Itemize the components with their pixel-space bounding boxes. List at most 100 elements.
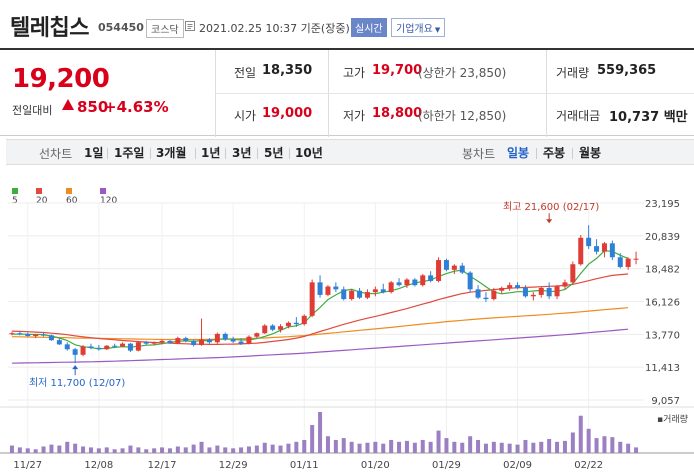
tab-1d[interactable]: 1일 bbox=[84, 146, 104, 160]
candle-body bbox=[33, 334, 39, 337]
tab-3y[interactable]: 3년 bbox=[232, 146, 252, 160]
lower-limit: (하한가 12,850) bbox=[418, 109, 507, 123]
tab-1w[interactable]: 1주일 bbox=[114, 146, 145, 160]
candle-body bbox=[396, 282, 402, 286]
candle-body bbox=[515, 285, 521, 288]
volume-bar bbox=[17, 447, 22, 453]
candle-body bbox=[459, 265, 465, 273]
stock-header: 텔레칩스 054450 코스닥 2021.02.25 10:37 기준(장중) … bbox=[0, 0, 694, 44]
tab-monthly[interactable]: 월봉 bbox=[579, 146, 602, 160]
volume-bar bbox=[88, 447, 93, 453]
volume-bar bbox=[175, 446, 180, 453]
candle-body bbox=[151, 342, 157, 344]
ma120-line bbox=[11, 328, 629, 364]
legend-label: 20 bbox=[36, 196, 48, 206]
volume-label: ▪거래량 bbox=[657, 413, 688, 425]
change-value: 850 bbox=[77, 98, 109, 116]
legend-swatch bbox=[100, 187, 106, 194]
company-overview-button[interactable]: 기업개요 ▼ bbox=[391, 18, 446, 37]
quote-datetime: 2021.02.25 10:37 기준(장중) bbox=[199, 22, 350, 35]
legend-ma120: 120 bbox=[100, 186, 117, 206]
volume-bar bbox=[144, 449, 149, 453]
candle-body bbox=[206, 339, 212, 343]
candle-body bbox=[135, 342, 141, 351]
candle-body bbox=[214, 333, 220, 343]
volume-bar bbox=[381, 443, 386, 453]
candle-body bbox=[380, 289, 386, 293]
volume-bar bbox=[570, 432, 575, 453]
candle-body bbox=[349, 290, 355, 300]
volume-bar bbox=[460, 442, 465, 453]
ma60-line bbox=[11, 307, 629, 341]
candle-body bbox=[522, 287, 528, 297]
volume-bar bbox=[302, 439, 307, 453]
candle-body bbox=[451, 265, 457, 270]
candle-body bbox=[222, 333, 228, 340]
candle-body bbox=[199, 339, 205, 346]
volume-bar bbox=[81, 446, 86, 453]
current-price: 19,200 bbox=[12, 64, 110, 94]
volume-bar bbox=[468, 436, 473, 453]
candle-body bbox=[104, 345, 110, 350]
candle-body bbox=[238, 341, 244, 344]
candle-body bbox=[262, 325, 268, 334]
candle-body bbox=[167, 340, 173, 343]
candle-body bbox=[436, 260, 442, 281]
candle-body bbox=[475, 289, 481, 298]
volume-bar bbox=[389, 439, 394, 453]
high-annotation: 최고 21,600 (02/17) bbox=[503, 201, 599, 213]
volume-bar bbox=[231, 448, 236, 453]
volume-bar bbox=[602, 436, 607, 453]
candlestick-chart: 23,195 20,839 18,482 16,126 13,770 11,413 9,05… bbox=[0, 199, 694, 471]
volume-bar bbox=[626, 443, 631, 453]
x-tick-label: 12/29 bbox=[219, 460, 248, 471]
volume-bar bbox=[333, 439, 338, 453]
y-tick-label: 13,770 bbox=[645, 330, 680, 341]
volume-bar bbox=[239, 447, 244, 453]
tab-5y[interactable]: 5년 bbox=[264, 146, 284, 160]
candle-body bbox=[491, 290, 497, 300]
volume-bar bbox=[531, 442, 536, 453]
tab-10y[interactable]: 10년 bbox=[295, 146, 323, 160]
candle-body bbox=[625, 258, 631, 268]
volume-bar bbox=[491, 441, 496, 453]
volume-bar bbox=[436, 430, 441, 453]
tab-3m[interactable]: 3개월 bbox=[156, 146, 187, 160]
tab-daily[interactable]: 일봉 bbox=[507, 146, 530, 160]
candle-body bbox=[159, 340, 165, 343]
volume-bar bbox=[325, 436, 330, 453]
candle-body bbox=[499, 287, 505, 291]
volume-bar bbox=[373, 441, 378, 453]
volume-bar bbox=[262, 442, 267, 453]
volume-bar bbox=[41, 446, 46, 453]
volume-bar bbox=[49, 444, 54, 453]
candle-body bbox=[183, 338, 189, 341]
volume-bar bbox=[310, 425, 315, 453]
candle-body bbox=[601, 243, 607, 252]
separator bbox=[225, 148, 226, 159]
volume-bar bbox=[57, 445, 62, 453]
change-label: 전일대비 bbox=[12, 104, 53, 117]
candle-body bbox=[562, 282, 568, 287]
volume-bar bbox=[357, 443, 362, 453]
volume-bar bbox=[160, 447, 165, 453]
y-tick-label: 9,057 bbox=[651, 396, 680, 407]
separator bbox=[536, 148, 537, 159]
volume-bar bbox=[349, 441, 354, 453]
volume-bar bbox=[412, 442, 417, 453]
y-tick-label: 20,839 bbox=[645, 232, 680, 243]
tab-1y[interactable]: 1년 bbox=[201, 146, 221, 160]
volume-bar bbox=[104, 447, 109, 453]
divider bbox=[215, 93, 694, 94]
volume-bar bbox=[523, 439, 528, 453]
x-tick-label: 02/22 bbox=[574, 460, 603, 471]
x-tick-label: 12/17 bbox=[148, 460, 177, 471]
volume-bar bbox=[555, 441, 560, 453]
chevron-down-icon: ▼ bbox=[434, 26, 441, 34]
legend-swatch bbox=[66, 187, 72, 194]
tab-weekly[interactable]: 주봉 bbox=[543, 146, 566, 160]
candle-body bbox=[341, 289, 347, 300]
candle-body bbox=[578, 237, 584, 265]
legend-swatch bbox=[12, 187, 18, 194]
volume-bar bbox=[191, 444, 196, 453]
